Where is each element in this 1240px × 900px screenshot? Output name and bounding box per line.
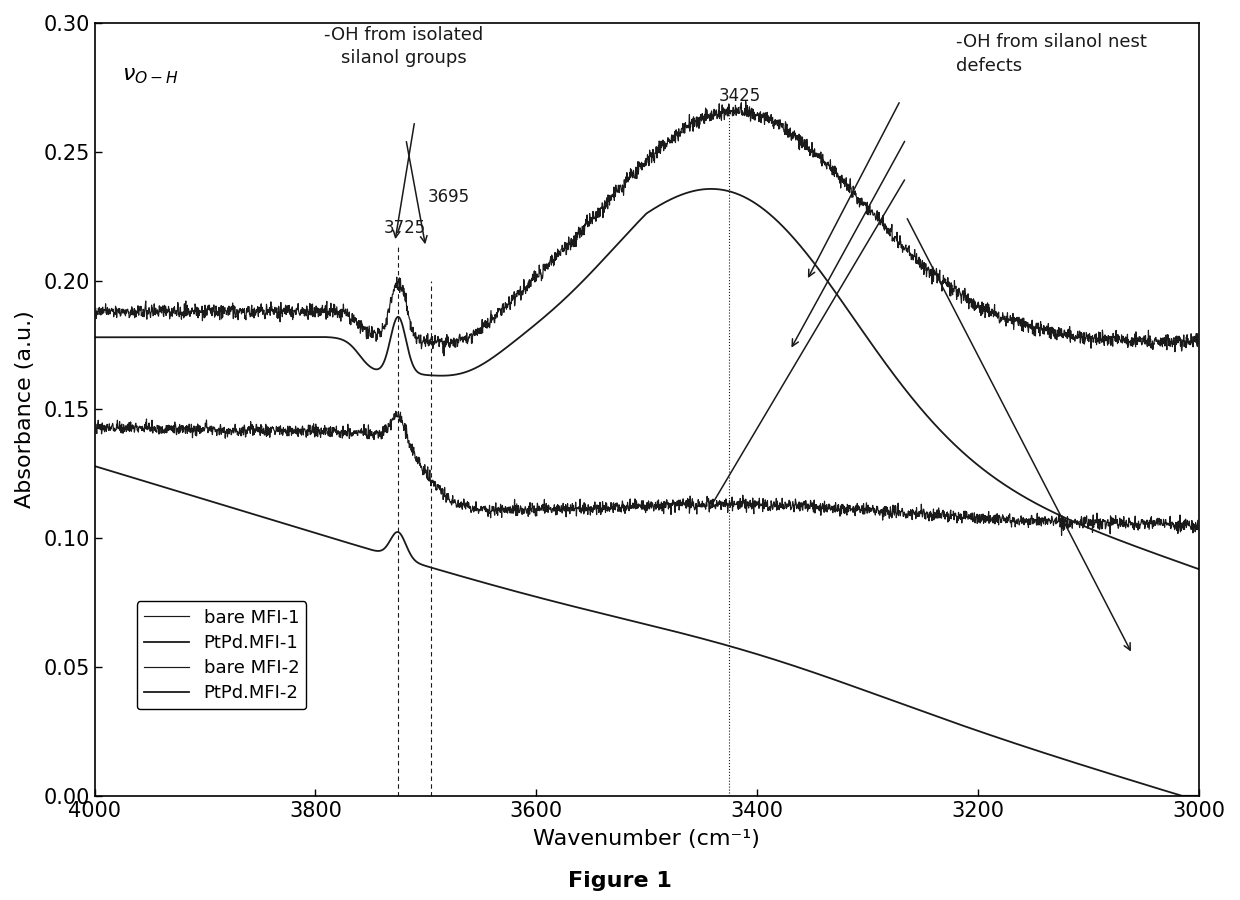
Legend: bare MFI-1, PtPd.MFI-1, bare MFI-2, PtPd.MFI-2: bare MFI-1, PtPd.MFI-1, bare MFI-2, PtPd… <box>136 601 306 709</box>
Text: Figure 1: Figure 1 <box>568 871 672 891</box>
Text: -OH from isolated
silanol groups: -OH from isolated silanol groups <box>324 25 484 68</box>
Text: -OH from silanol nest
defects: -OH from silanol nest defects <box>956 33 1147 75</box>
Text: 3695: 3695 <box>428 188 470 206</box>
Y-axis label: Absorbance (a.u.): Absorbance (a.u.) <box>15 310 35 508</box>
Text: 3725: 3725 <box>383 219 425 237</box>
X-axis label: Wavenumber (cm⁻¹): Wavenumber (cm⁻¹) <box>533 829 760 849</box>
Text: $\nu_{O-H}$: $\nu_{O-H}$ <box>123 64 180 86</box>
Text: 3425: 3425 <box>718 87 760 105</box>
